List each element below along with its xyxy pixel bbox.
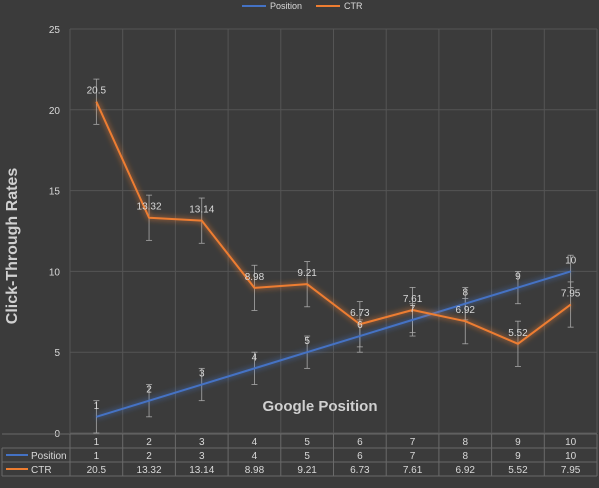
data-label-ctr: 9.21 — [297, 268, 317, 279]
table-cell: 5 — [304, 451, 310, 462]
data-label-position: 2 — [146, 385, 152, 396]
data-label-ctr: 7.95 — [561, 289, 581, 300]
table-cell: 2 — [146, 451, 152, 462]
table-cell: 6.73 — [350, 465, 370, 476]
table-cell: 4 — [252, 451, 258, 462]
data-label-ctr: 6.92 — [456, 305, 476, 316]
table-header-cell: 2 — [146, 437, 152, 448]
data-label-ctr: 20.5 — [87, 86, 107, 97]
gridlines — [69, 28, 598, 434]
table-cell: 1 — [94, 451, 100, 462]
table-header-cell: 3 — [199, 437, 205, 448]
data-label-position: 8 — [462, 288, 468, 299]
table-cell: 9 — [515, 451, 521, 462]
table-cell: 13.14 — [189, 465, 214, 476]
table-header-cell: 10 — [565, 437, 577, 448]
table-cell: 6.92 — [456, 465, 476, 476]
data-label-position: 10 — [565, 255, 577, 266]
series-line-position — [96, 270, 571, 418]
table-cell: 20.5 — [87, 465, 107, 476]
table-header-cell: 1 — [94, 437, 100, 448]
table-cell: 8.98 — [245, 465, 265, 476]
table-header-cell: 7 — [410, 437, 416, 448]
data-table: 1 2 3 4 5 6 7 8 9 10 Position 1 2 3 4 5 6 7 8 9 10 CTR 20.5 13.… — [1, 433, 598, 477]
table-cell: 9.21 — [297, 465, 317, 476]
y-tick-label: 20 — [49, 106, 61, 117]
table-cell: 7.95 — [561, 465, 581, 476]
data-label-ctr: 6.73 — [350, 308, 370, 319]
table-cell: 3 — [199, 451, 205, 462]
legend: Position CTR — [242, 1, 363, 11]
table-header-cell: 6 — [357, 437, 363, 448]
table-cell: 5.52 — [508, 465, 528, 476]
table-header-cell: 8 — [462, 437, 468, 448]
y-axis-label: Click-Through Rates — [4, 168, 21, 325]
data-labels: 1 2 3 4 5 6 7 8 9 10 20.5 13.32 13.14 8.98 9.21 6.73 7.6… — [87, 86, 581, 412]
table-row-name: CTR — [31, 465, 52, 476]
data-label-position: 5 — [304, 336, 310, 347]
data-label-ctr: 5.52 — [508, 328, 528, 339]
data-label-ctr: 13.32 — [137, 202, 162, 213]
table-header-cell: 5 — [304, 437, 310, 448]
table-cell: 6 — [357, 451, 363, 462]
data-label-ctr: 13.14 — [189, 205, 214, 216]
data-label-position: 4 — [252, 352, 258, 363]
y-tick-label: 10 — [49, 267, 61, 278]
table-cell: 7 — [410, 451, 416, 462]
data-label-ctr: 7.61 — [403, 294, 423, 305]
y-axis-ticks: 0510152025 — [49, 25, 61, 440]
data-label-position: 1 — [94, 401, 100, 412]
x-axis-label: Google Position — [263, 398, 378, 415]
data-label-ctr: 8.98 — [245, 272, 265, 283]
table-row-name: Position — [31, 451, 67, 462]
y-tick-label: 15 — [49, 187, 61, 198]
y-tick-label: 5 — [54, 348, 60, 359]
table-header-cell: 4 — [252, 437, 258, 448]
legend-label-ctr: CTR — [344, 1, 363, 11]
series-line-ctr — [95, 101, 572, 345]
table-cell: 13.32 — [137, 465, 162, 476]
data-label-position: 6 — [357, 320, 363, 331]
series-lines — [95, 101, 572, 418]
legend-label-position: Position — [270, 1, 302, 11]
y-tick-label: 25 — [49, 25, 61, 36]
data-label-position: 9 — [515, 272, 521, 283]
data-label-position: 3 — [199, 369, 205, 380]
table-header-cell: 9 — [515, 437, 521, 448]
table-cell: 8 — [462, 451, 468, 462]
table-cell: 7.61 — [403, 465, 423, 476]
table-cell: 10 — [565, 451, 577, 462]
data-label-position: 7 — [410, 304, 416, 315]
